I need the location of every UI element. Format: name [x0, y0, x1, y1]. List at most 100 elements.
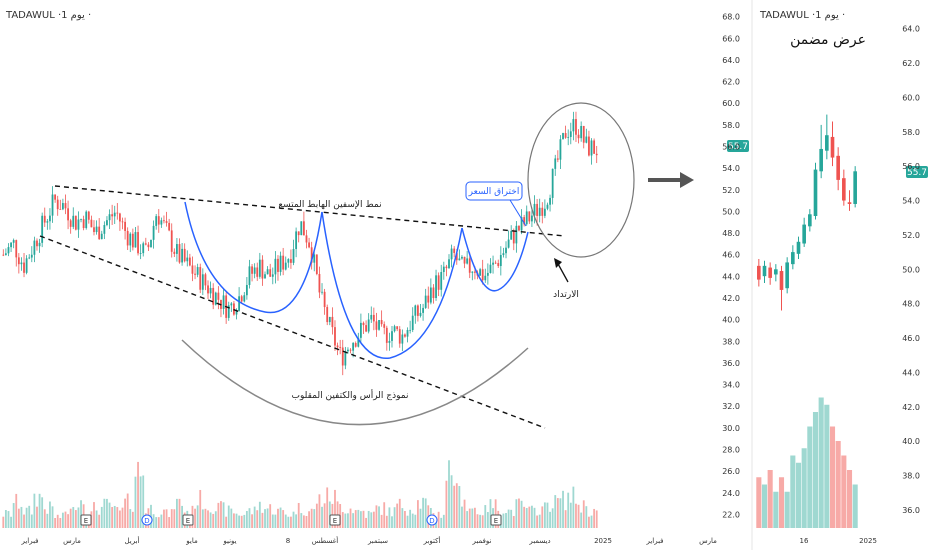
left-candle-body: [575, 119, 577, 135]
left-volume-bar: [163, 509, 165, 528]
left-candle-body: [463, 256, 466, 264]
left-candle-body: [551, 168, 554, 198]
left-candle-body: [577, 134, 580, 139]
left-volume-bar: [139, 476, 142, 528]
left-volume-bar: [277, 508, 279, 528]
wedge-upper-line: [54, 185, 566, 237]
left-candle-body: [20, 262, 23, 265]
left-candle-body: [245, 284, 248, 296]
left-candle-body: [33, 240, 36, 255]
left-candle-body: [207, 285, 209, 294]
right-candle-body: [779, 271, 784, 290]
left-volume-bar: [69, 508, 72, 528]
left-volume-bar: [481, 515, 484, 528]
left-volume-bar: [302, 515, 305, 528]
left-candle-body: [367, 319, 370, 332]
left-price-tick: 56.0: [722, 143, 740, 152]
left-volume-bar: [173, 509, 176, 528]
retest-arrow-head: [554, 258, 562, 268]
left-price-tick: 58.0: [722, 121, 740, 130]
left-volume-bar: [411, 513, 414, 528]
left-volume-bar: [199, 489, 202, 528]
left-candle-body: [277, 258, 279, 272]
left-candle-body: [567, 136, 570, 138]
left-candle-body: [372, 314, 375, 322]
left-candle-body: [36, 240, 38, 247]
left-candle-body: [357, 337, 360, 347]
left-volume-bar: [326, 487, 329, 528]
left-volume-bar: [474, 507, 476, 528]
left-candle-body: [406, 330, 409, 337]
left-candle-body: [85, 211, 88, 229]
head-curve: [321, 211, 463, 359]
left-candle-body: [341, 347, 344, 366]
left-candle-body: [113, 212, 116, 217]
right-price-tick: 50.0: [902, 265, 920, 274]
left-candle-body: [528, 211, 531, 222]
left-volume-bar: [155, 517, 158, 528]
left-candle-body: [251, 266, 253, 274]
left-volume-bar: [442, 514, 445, 528]
event-marker-label: D: [144, 517, 149, 525]
left-candle-body: [261, 259, 264, 279]
left-volume-bar: [344, 513, 347, 528]
left-volume-bar: [372, 511, 375, 528]
left-volume-bar: [297, 502, 300, 528]
left-candle-body: [492, 262, 494, 265]
left-price-tick: 36.0: [722, 359, 740, 368]
right-volume-bar: [801, 448, 807, 528]
left-date-label: يونيو: [222, 537, 236, 545]
left-volume-bar: [93, 502, 95, 528]
left-candle-body: [442, 266, 445, 273]
left-candle-body: [328, 316, 331, 323]
left-volume-bar: [354, 510, 357, 528]
left-candle-body: [168, 222, 171, 231]
left-volume-bar: [367, 510, 370, 528]
right-price-tick: 64.0: [902, 25, 920, 34]
left-volume-bar: [520, 500, 523, 528]
left-volume-bar: [391, 516, 393, 528]
left-candle-body: [502, 253, 505, 256]
left-candle-body: [334, 327, 336, 346]
left-volume-bar: [258, 501, 261, 528]
left-volume-bar: [404, 510, 406, 528]
right-symbol-label: TADAWUL ·1 يوم ·: [759, 10, 845, 21]
event-marker-label: E: [333, 517, 337, 525]
left-volume-bar: [396, 503, 399, 528]
left-volume-bar: [46, 513, 49, 528]
left-candle-body: [375, 321, 378, 330]
left-volume-bar: [245, 510, 248, 528]
left-candle-body: [515, 225, 518, 244]
left-candle-body: [264, 274, 266, 279]
left-candle-body: [564, 133, 567, 138]
right-volume-bar: [829, 426, 836, 528]
left-candle-body: [588, 136, 590, 156]
earnings-marker: [182, 514, 194, 526]
left-volume-bar: [401, 508, 404, 528]
right-price-tick: 48.0: [902, 300, 920, 309]
left-volume-bar: [523, 506, 526, 528]
left-candle-body: [30, 254, 33, 258]
left-candle-body: [178, 244, 181, 263]
left-candle-body: [106, 220, 108, 226]
left-candle-body: [419, 312, 422, 316]
left-price-tick: 64.0: [722, 56, 740, 65]
right-price-tick: 38.0: [902, 472, 920, 481]
retest-label: الارتداد: [553, 290, 579, 300]
left-volume-bar: [458, 486, 461, 528]
left-candle-body: [554, 158, 557, 169]
left-volume-bar: [580, 512, 583, 528]
left-candle-body: [7, 247, 10, 254]
left-price-tick: 28.0: [722, 445, 740, 454]
left-volume-bar: [118, 510, 121, 528]
left-price-tick: 24.0: [722, 489, 740, 498]
left-candle-body: [321, 291, 323, 293]
left-volume-bar: [204, 508, 207, 528]
left-volume-bar: [512, 516, 515, 528]
left-volume-bar: [168, 517, 171, 528]
left-volume-bar: [593, 508, 596, 528]
left-volume-bar: [282, 510, 285, 528]
left-candle-body: [46, 221, 49, 223]
